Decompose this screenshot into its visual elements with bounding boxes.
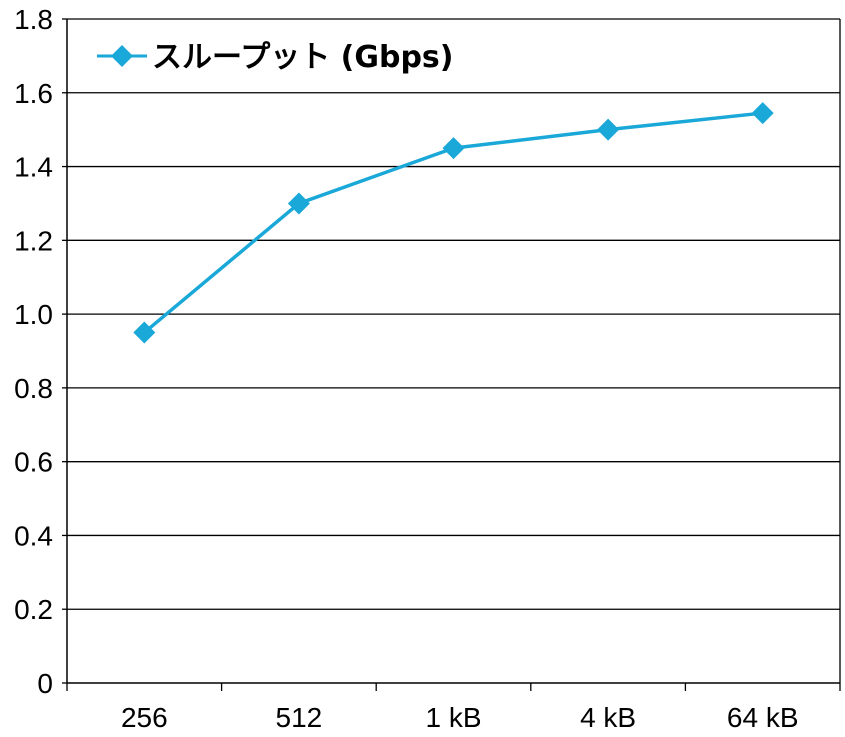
y-axis-ticks: 0 0.2 0.4 0.6 0.8 1.0 1.2 1.4 1.6 1.8 bbox=[14, 4, 67, 699]
x-tick-label-3: 4 kB bbox=[580, 702, 636, 733]
data-point-1 bbox=[287, 192, 310, 215]
x-axis-ticks: 256 512 1 kB 4 kB 64 kB bbox=[66, 683, 841, 733]
data-point-4 bbox=[751, 102, 774, 125]
y-tick-label-5: 1.0 bbox=[14, 299, 53, 330]
y-tick-label-6: 1.2 bbox=[14, 225, 53, 256]
y-tick-label-3: 0.6 bbox=[14, 447, 53, 478]
legend: スループット (Gbps) bbox=[97, 40, 454, 75]
data-point-0 bbox=[133, 321, 156, 344]
series-layer bbox=[133, 102, 774, 344]
data-point-2 bbox=[442, 137, 465, 160]
y-tick-label-2: 0.4 bbox=[14, 520, 53, 551]
y-tick-label-8: 1.6 bbox=[14, 78, 53, 109]
x-tick-label-0: 256 bbox=[121, 702, 168, 733]
y-tick-label-7: 1.4 bbox=[14, 152, 53, 183]
grid-lines bbox=[67, 18, 840, 610]
legend-label: スループット (Gbps) bbox=[152, 40, 454, 75]
x-tick-label-1: 512 bbox=[276, 702, 323, 733]
data-point-3 bbox=[597, 118, 620, 141]
x-tick-label-4: 64 kB bbox=[727, 702, 799, 733]
axes bbox=[66, 19, 841, 684]
y-tick-label-1: 0.2 bbox=[14, 594, 53, 625]
y-tick-label-4: 0.8 bbox=[14, 373, 53, 404]
legend-diamond-marker bbox=[111, 45, 133, 67]
y-tick-label-9: 1.8 bbox=[14, 4, 53, 35]
x-tick-label-2: 1 kB bbox=[425, 702, 481, 733]
y-tick-label-0: 0 bbox=[37, 668, 53, 699]
